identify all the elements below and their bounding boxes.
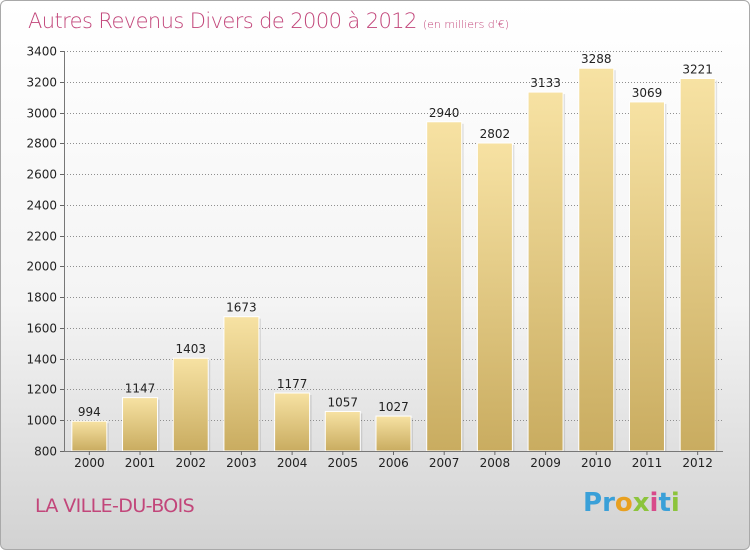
y-tick-label: 1400 xyxy=(26,353,57,367)
bar-value-label: 3133 xyxy=(530,76,561,90)
logo-letter: i xyxy=(649,488,659,518)
bars: 994 1147 1403 1673 1177 1057 1027 2940 2802 3133 3… xyxy=(71,52,718,452)
x-tick-label: 2012 xyxy=(682,456,713,470)
bar-value-label: 2802 xyxy=(480,127,511,141)
bar xyxy=(71,420,108,452)
chart-title: Autres Revenus Divers de 2000 à 2012 (en … xyxy=(28,9,509,33)
chart-subtitle: (en milliers d'€) xyxy=(422,18,510,31)
bar xyxy=(274,392,311,452)
bar-value-label: 3221 xyxy=(682,63,713,77)
y-tick-label: 3400 xyxy=(26,45,57,59)
x-tick-label: 2006 xyxy=(378,456,409,470)
x-tick-label: 2001 xyxy=(125,456,156,470)
y-tick-label: 800 xyxy=(34,445,57,459)
bar-value-label: 1403 xyxy=(175,342,206,356)
bar xyxy=(223,316,260,452)
y-tick-label: 2800 xyxy=(26,137,57,151)
bar-value-label: 1673 xyxy=(226,301,257,315)
y-tick-label: 2000 xyxy=(26,260,57,274)
x-tick-label: 2009 xyxy=(530,456,561,470)
grid-lines xyxy=(64,51,723,452)
logo-letter: P xyxy=(583,488,603,518)
x-tick-label: 2007 xyxy=(429,456,460,470)
bar xyxy=(122,397,159,452)
y-tick-label: 2400 xyxy=(26,199,57,213)
y-tick-label: 3200 xyxy=(26,76,57,90)
y-tick-label: 1000 xyxy=(26,414,57,428)
bar-value-label: 1177 xyxy=(277,377,308,391)
y-tick-label: 1200 xyxy=(26,383,57,397)
logo-letter: r xyxy=(602,488,615,518)
bar xyxy=(578,67,615,452)
x-tick-label: 2011 xyxy=(632,456,663,470)
y-tick-label: 2200 xyxy=(26,230,57,244)
logo-letter: o xyxy=(614,488,633,518)
bar xyxy=(426,121,463,452)
proxiti-logo: Proxiti xyxy=(583,488,680,518)
x-tick-label: 2010 xyxy=(581,456,612,470)
bar-value-label: 994 xyxy=(78,405,101,419)
bar xyxy=(679,78,716,452)
bar xyxy=(527,91,564,452)
bar xyxy=(476,142,513,452)
y-tick-label: 1600 xyxy=(26,322,57,336)
bar xyxy=(324,410,361,452)
title-text: Autres Revenus Divers de 2000 à 2012 xyxy=(28,9,417,33)
x-tick-label: 2004 xyxy=(277,456,308,470)
y-tick-label: 1800 xyxy=(26,291,57,305)
logo-letter: t xyxy=(658,488,671,518)
x-tick-label: 2008 xyxy=(480,456,511,470)
location-label: LA VILLE-DU-BOIS xyxy=(35,495,195,517)
bar-value-label: 2940 xyxy=(429,106,460,120)
x-tick-label: 2002 xyxy=(175,456,206,470)
x-tick-label: 2000 xyxy=(74,456,105,470)
bar-value-label: 3288 xyxy=(581,52,612,66)
bar-value-label: 3069 xyxy=(632,86,663,100)
axes: 800 1000 1200 1400 1600 1800 2000 2200 2400 2600 2… xyxy=(26,45,723,470)
bar-value-label: 1027 xyxy=(378,400,409,414)
y-tick-label: 2600 xyxy=(26,168,57,182)
logo-letter: x xyxy=(632,488,650,518)
logo-letter: i xyxy=(670,488,680,518)
bar-value-label: 1057 xyxy=(328,395,359,409)
bar-value-label: 1147 xyxy=(125,382,156,396)
y-tick-label: 3000 xyxy=(26,107,57,121)
bar xyxy=(628,101,665,452)
bar xyxy=(172,357,209,452)
x-tick-label: 2005 xyxy=(328,456,359,470)
x-tick-label: 2003 xyxy=(226,456,257,470)
bar xyxy=(375,415,412,452)
